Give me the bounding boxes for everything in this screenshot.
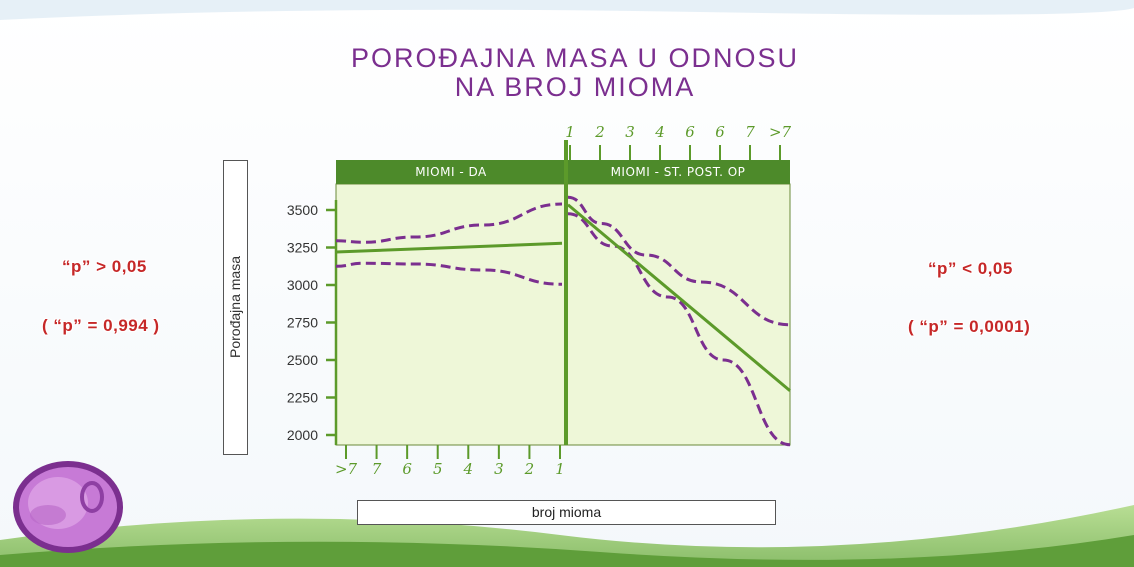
x-tick-label-top: >7 [769, 123, 792, 141]
panel-header-label-2: MIOMI - ST. POST. OP [611, 165, 746, 179]
x-tick-label-top: 4 [654, 123, 665, 141]
y-tick-label: 3000 [287, 277, 318, 293]
lower-confidence-line-1 [335, 261, 563, 286]
x-tick-label-top: 3 [625, 123, 635, 141]
x-tick-label-bottom: 7 [372, 460, 382, 478]
panel-header-2 [566, 160, 790, 184]
x-tick-label-top: 6 [685, 123, 695, 141]
x-tick-label-bottom: 6 [402, 460, 412, 478]
upper-confidence-line-2 [567, 195, 791, 327]
y-tick-label: 2750 [287, 315, 318, 331]
fetus-thumbnail-image [13, 461, 123, 553]
title-line-1: POROĐAJNA MASA U ODNOSU [350, 43, 800, 73]
upper-confidence-line-1 [335, 202, 563, 244]
regression-line-1 [335, 241, 563, 254]
x-tick-label-bottom: 1 [555, 460, 565, 478]
x-tick-label-bottom: 3 [494, 460, 504, 478]
title-line-2: NA BROJ MIOMA [454, 72, 696, 102]
x-axis-label: broj mioma [357, 500, 776, 525]
x-tick-label-bottom: >7 [335, 460, 358, 478]
panel-header-1 [336, 160, 566, 184]
x-tick-label-bottom: 5 [433, 460, 443, 478]
y-tick-label: 2500 [287, 352, 318, 368]
regression-line-2 [567, 203, 791, 392]
x-tick-label-bottom: 2 [524, 460, 535, 478]
x-tick-label-top: 7 [745, 123, 755, 141]
y-tick-label: 3500 [287, 202, 318, 218]
plot-area [335, 183, 791, 446]
y-tick-label: 2000 [287, 427, 318, 443]
x-tick-label-top: 6 [715, 123, 725, 141]
left-p-value: ( “p” = 0,994 ) [42, 316, 160, 335]
left-p-compare: “p” > 0,05 [62, 257, 147, 276]
x-tick-label-bottom: 4 [463, 460, 474, 478]
lower-confidence-line-2 [567, 212, 791, 447]
page-title: POROĐAJNA MASA U ODNOSU NA BROJ MIOMA [230, 44, 920, 102]
y-tick-label: 2250 [287, 390, 318, 406]
y-tick-label: 3250 [287, 240, 318, 256]
x-tick-label-top: 2 [594, 123, 605, 141]
x-tick-label-top: 1 [565, 123, 575, 141]
right-p-compare: “p” < 0,05 [928, 259, 1013, 278]
y-axis-label-box [223, 160, 248, 455]
right-p-value: ( “p” = 0,0001) [908, 317, 1031, 336]
panel-header-label-1: MIOMI - DA [415, 165, 487, 179]
